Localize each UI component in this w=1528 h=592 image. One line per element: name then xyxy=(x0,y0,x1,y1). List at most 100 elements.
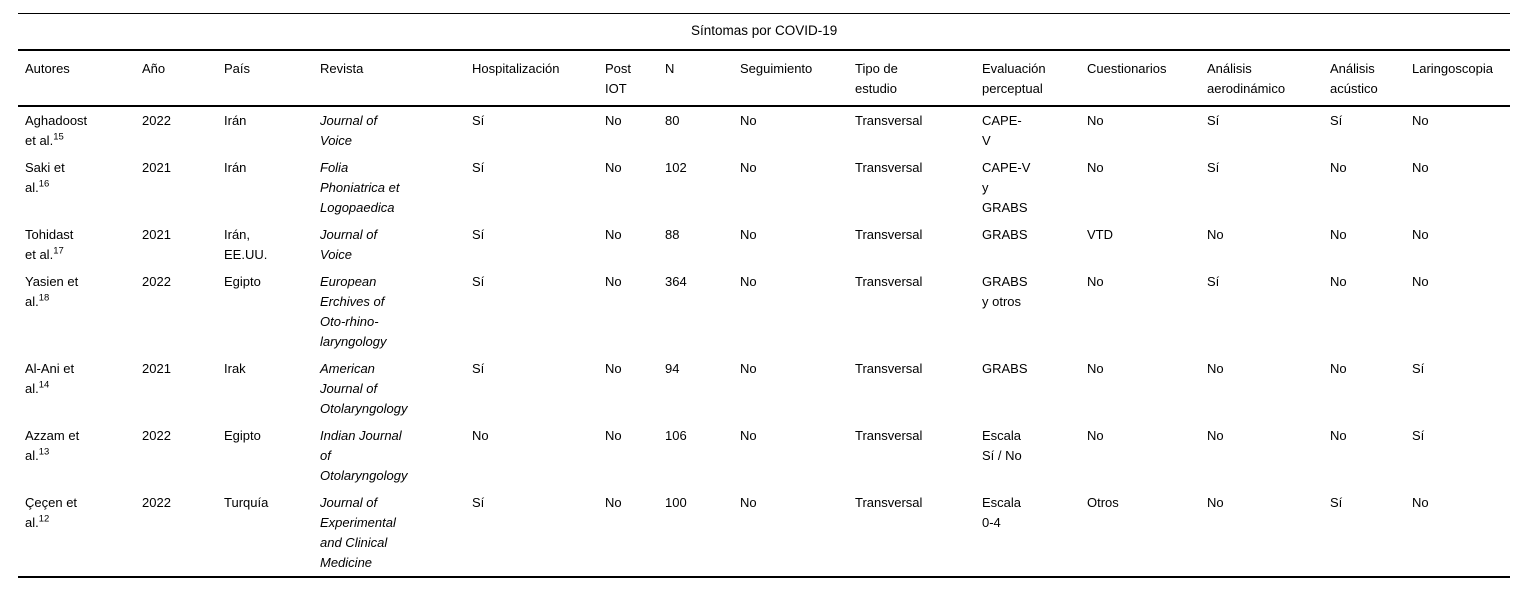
cell-n: 88 xyxy=(665,227,680,242)
cell-analisis-aerodinamico: Sí xyxy=(1207,113,1220,128)
cell-cuestionarios: No xyxy=(1087,113,1104,128)
table-row: Çeçen et al.12 2022 Turquía Journal of E… xyxy=(18,489,1511,578)
cell-autores: Azzam et al.13 xyxy=(18,422,142,489)
cell-ano: 2022 xyxy=(142,274,171,289)
author-reference-number: 16 xyxy=(38,178,50,190)
cell-post-iot: No xyxy=(605,361,622,376)
cell-laringoscopia: No xyxy=(1412,113,1429,128)
cell-revista: Journal of Voice xyxy=(320,113,378,148)
cell-evaluacion-perceptual: Escala 0-4 xyxy=(982,489,1087,578)
cell-hospitalizacion: Sí xyxy=(472,361,485,376)
cell-post-iot: No xyxy=(605,274,622,289)
cell-ano: 2022 xyxy=(142,428,171,443)
cell-revista: Journal of Voice xyxy=(320,227,378,262)
cell-analisis-acustico: No xyxy=(1330,160,1347,175)
cell-post-iot: No xyxy=(605,113,622,128)
cell-revista: American Journal of Otolaryngology xyxy=(320,361,408,416)
table-body: Aghadoost et al.15 2022 Irán Journal of … xyxy=(18,106,1511,578)
cell-post-iot: No xyxy=(605,160,622,175)
cell-cuestionarios: No xyxy=(1087,274,1104,289)
col-header-tipo-de-estudio: Tipo de estudio xyxy=(855,50,982,107)
col-header-post-iot: Post IOT xyxy=(605,50,665,107)
author-name: Aghadoost et al. xyxy=(25,113,88,148)
cell-laringoscopia: No xyxy=(1412,227,1429,242)
cell-seguimiento: No xyxy=(740,274,757,289)
cell-cuestionarios: No xyxy=(1087,361,1104,376)
author-reference-number: 18 xyxy=(38,292,50,304)
cell-pais: Irak xyxy=(224,361,246,376)
cell-evaluacion-perceptual: Escala Sí / No xyxy=(982,428,1022,463)
cell-pais: Turquía xyxy=(224,489,320,578)
cell-revista: Folia Phoniatrica et Logopaedica xyxy=(320,160,400,215)
covid-symptoms-table: Síntomas por COVID-19 Autores Año País R… xyxy=(18,13,1511,578)
cell-evaluacion-perceptual: CAPE- V xyxy=(982,113,1022,148)
cell-pais: Egipto xyxy=(224,274,261,289)
col-header-pais: País xyxy=(224,50,320,107)
col-header-ano: Año xyxy=(142,50,224,107)
cell-seguimiento: No xyxy=(740,160,757,175)
cell-evaluacion-perceptual: GRABS y otros xyxy=(982,274,1028,309)
table-title: Síntomas por COVID-19 xyxy=(18,13,1511,51)
cell-ano: 2022 xyxy=(142,489,224,578)
cell-hospitalizacion: Sí xyxy=(472,160,485,175)
cell-cuestionarios: Otros xyxy=(1087,489,1207,578)
cell-evaluacion-perceptual: GRABS xyxy=(982,361,1028,376)
cell-revista: Indian Journal of Otolaryngology xyxy=(320,428,408,483)
cell-seguimiento: No xyxy=(740,361,757,376)
cell-seguimiento: No xyxy=(740,489,855,578)
cell-tipo-de-estudio: Transversal xyxy=(855,113,923,128)
cell-evaluacion-perceptual: GRABS xyxy=(982,227,1028,242)
cell-post-iot: No xyxy=(605,428,622,443)
table-row: Azzam et al.13 2022 Egipto Indian Journa… xyxy=(18,422,1510,489)
author-reference-number: 13 xyxy=(38,446,50,458)
col-header-analisis-aerodinamico: Análisis aerodinámico xyxy=(1207,50,1330,107)
col-header-autores: Autores xyxy=(18,50,142,107)
cell-revista: Journal of Experimental and Clinical Med… xyxy=(320,489,472,578)
table-row: Yasien et al.18 2022 Egipto European Erc… xyxy=(18,268,1510,355)
cell-post-iot: No xyxy=(605,227,622,242)
author-name: Yasien et al. xyxy=(25,274,79,309)
cell-n: 364 xyxy=(665,274,687,289)
cell-tipo-de-estudio: Transversal xyxy=(855,489,982,578)
col-header-n: N xyxy=(665,50,740,107)
cell-seguimiento: No xyxy=(740,428,757,443)
cell-analisis-acustico: No xyxy=(1330,361,1347,376)
col-header-seguimiento: Seguimiento xyxy=(740,50,855,107)
cell-n: 94 xyxy=(665,361,680,376)
cell-analisis-acustico: Sí xyxy=(1330,113,1343,128)
cell-analisis-aerodinamico: Sí xyxy=(1207,160,1220,175)
cell-evaluacion-perceptual: CAPE-V y GRABS xyxy=(982,160,1031,215)
cell-analisis-aerodinamico: No xyxy=(1207,428,1224,443)
cell-analisis-aerodinamico: No xyxy=(1207,361,1224,376)
author-reference-number: 17 xyxy=(53,245,64,257)
cell-post-iot: No xyxy=(605,489,665,578)
author-reference-number: 12 xyxy=(38,513,50,525)
cell-autores: Al-Ani et al.14 xyxy=(18,355,142,422)
cell-seguimiento: No xyxy=(740,113,757,128)
cell-hospitalizacion: Sí xyxy=(472,489,605,578)
cell-laringoscopia: No xyxy=(1412,160,1429,175)
table-row: Aghadoost et al.15 2022 Irán Journal of … xyxy=(18,106,1510,154)
cell-autores: Yasien et al.18 xyxy=(18,268,142,355)
cell-n: 106 xyxy=(665,428,687,443)
cell-analisis-acustico: No xyxy=(1330,227,1347,242)
cell-laringoscopia: Sí xyxy=(1412,428,1425,443)
cell-analisis-aerodinamico: Sí xyxy=(1207,274,1220,289)
cell-analisis-acustico: Sí xyxy=(1330,489,1412,578)
cell-ano: 2021 xyxy=(142,361,171,376)
cell-n: 80 xyxy=(665,113,680,128)
cell-laringoscopia: Sí xyxy=(1412,361,1425,376)
cell-ano: 2022 xyxy=(142,113,171,128)
cell-tipo-de-estudio: Transversal xyxy=(855,274,923,289)
cell-autores: Saki et al.16 xyxy=(18,154,142,221)
author-reference-number: 14 xyxy=(38,379,50,391)
cell-ano: 2021 xyxy=(142,160,171,175)
author-name: Azzam et al. xyxy=(25,428,80,463)
cell-n: 100 xyxy=(665,489,740,578)
cell-hospitalizacion: Sí xyxy=(472,113,485,128)
col-header-laringoscopia: Laringoscopia xyxy=(1412,50,1511,107)
cell-ano: 2021 xyxy=(142,227,171,242)
cell-laringoscopia: No xyxy=(1412,274,1429,289)
cell-hospitalizacion: Sí xyxy=(472,227,485,242)
col-header-hospitalizacion: Hospitalización xyxy=(472,50,605,107)
